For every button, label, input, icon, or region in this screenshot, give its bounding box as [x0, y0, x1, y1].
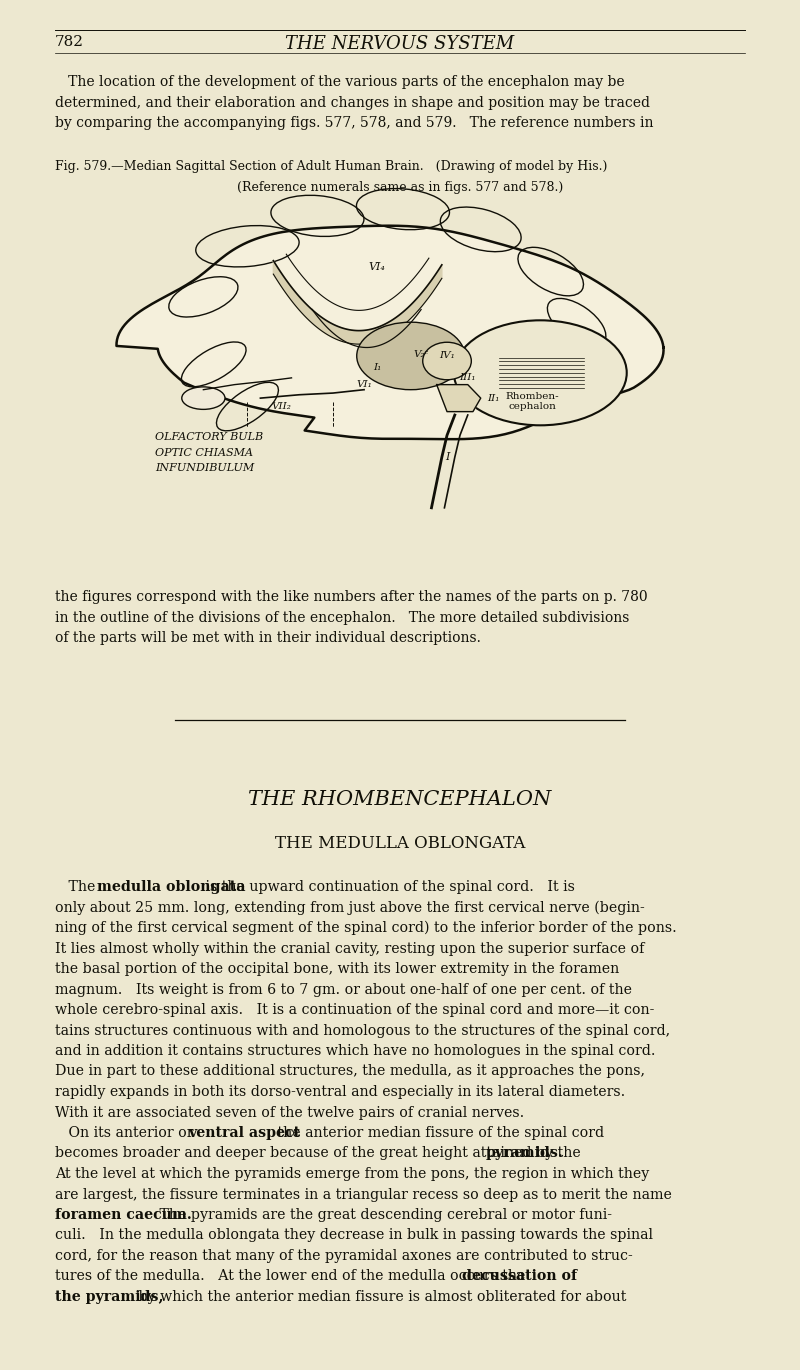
Text: pyramids.: pyramids. [486, 1147, 564, 1160]
Text: the basal portion of the occipital bone, with its lower extremity in the foramen: the basal portion of the occipital bone,… [55, 962, 619, 975]
Text: culi.   In the medulla oblongata they decrease in bulk in passing towards the sp: culi. In the medulla oblongata they decr… [55, 1229, 653, 1243]
Text: OLFACTORY BULB: OLFACTORY BULB [155, 432, 263, 443]
Text: At the level at which the pyramids emerge from the pons, the region in which the: At the level at which the pyramids emerg… [55, 1167, 650, 1181]
Text: ventral aspect: ventral aspect [189, 1126, 301, 1140]
Ellipse shape [357, 322, 465, 389]
Text: and in addition it contains structures which have no homologues in the spinal co: and in addition it contains structures w… [55, 1044, 655, 1058]
Text: 782: 782 [55, 36, 84, 49]
Text: INFUNDIBULUM: INFUNDIBULUM [155, 463, 254, 473]
Text: (Reference numerals same as in figs. 577 and 578.): (Reference numerals same as in figs. 577… [237, 181, 563, 193]
Text: of the parts will be met with in their individual descriptions.: of the parts will be met with in their i… [55, 632, 481, 645]
Text: With it are associated seven of the twelve pairs of cranial nerves.: With it are associated seven of the twel… [55, 1106, 524, 1119]
Text: in the outline of the divisions of the encephalon.   The more detailed subdivisi: in the outline of the divisions of the e… [55, 611, 630, 625]
Text: rapidly expands in both its dorso-ventral and especially in its lateral diameter: rapidly expands in both its dorso-ventra… [55, 1085, 626, 1099]
Text: I₁: I₁ [373, 363, 381, 373]
Polygon shape [117, 226, 663, 440]
Text: becomes broader and deeper because of the great height attained by the: becomes broader and deeper because of th… [55, 1147, 586, 1160]
Ellipse shape [422, 342, 471, 379]
Text: Rhomben-
cephalon: Rhomben- cephalon [506, 392, 559, 411]
Text: The: The [55, 880, 100, 895]
Text: decussation of: decussation of [462, 1270, 577, 1284]
Text: Fig. 579.—Median Sagittal Section of Adult Human Brain.   (Drawing of model by H: Fig. 579.—Median Sagittal Section of Adu… [55, 160, 607, 173]
Text: are largest, the fissure terminates in a triangular recess so deep as to merit t: are largest, the fissure terminates in a… [55, 1188, 672, 1201]
Text: VII₂: VII₂ [271, 401, 291, 411]
Text: tures of the medulla.   At the lower end of the medulla occurs the: tures of the medulla. At the lower end o… [55, 1270, 530, 1284]
Text: II₁: II₁ [487, 393, 500, 403]
Text: IV₁: IV₁ [439, 352, 455, 360]
Text: magnum.   Its weight is from 6 to 7 gm. or about one-half of one per cent. of th: magnum. Its weight is from 6 to 7 gm. or… [55, 982, 632, 996]
Text: THE MEDULLA OBLONGATA: THE MEDULLA OBLONGATA [275, 834, 525, 852]
Text: III₁: III₁ [459, 374, 476, 382]
Text: by comparing the accompanying figs. 577, 578, and 579.   The reference numbers i: by comparing the accompanying figs. 577,… [55, 116, 654, 130]
Text: OPTIC CHIASMA: OPTIC CHIASMA [155, 448, 253, 458]
Text: VI₄: VI₄ [369, 262, 386, 271]
Text: ning of the first cervical segment of the spinal cord) to the inferior border of: ning of the first cervical segment of th… [55, 921, 677, 936]
Text: the pyramids,: the pyramids, [55, 1291, 163, 1304]
Polygon shape [437, 385, 481, 411]
Text: the anterior median fissure of the spinal cord: the anterior median fissure of the spina… [274, 1126, 605, 1140]
Text: I: I [445, 452, 450, 462]
Text: V₂ᶜ: V₂ᶜ [414, 349, 429, 359]
Text: the figures correspond with the like numbers after the names of the parts on p. : the figures correspond with the like num… [55, 590, 648, 604]
Ellipse shape [182, 386, 225, 410]
Text: VI₁: VI₁ [356, 379, 372, 389]
Polygon shape [274, 260, 442, 344]
Text: foramen caecum.: foramen caecum. [55, 1208, 192, 1222]
Text: medulla oblongata: medulla oblongata [98, 880, 246, 895]
Text: determined, and their elaboration and changes in shape and position may be trace: determined, and their elaboration and ch… [55, 96, 650, 110]
Ellipse shape [454, 321, 626, 425]
Text: tains structures continuous with and homologous to the structures of the spinal : tains structures continuous with and hom… [55, 1023, 670, 1037]
Text: The pyramids are the great descending cerebral or motor funi-: The pyramids are the great descending ce… [146, 1208, 612, 1222]
Text: only about 25 mm. long, extending from just above the first cervical nerve (begi: only about 25 mm. long, extending from j… [55, 900, 645, 915]
Text: whole cerebro-spinal axis.   It is a continuation of the spinal cord and more—it: whole cerebro-spinal axis. It is a conti… [55, 1003, 654, 1017]
Text: is the upward continuation of the spinal cord.   It is: is the upward continuation of the spinal… [201, 880, 574, 895]
Text: cord, for the reason that many of the pyramidal axones are contributed to struc-: cord, for the reason that many of the py… [55, 1249, 633, 1263]
Text: THE RHOMBENCEPHALON: THE RHOMBENCEPHALON [248, 790, 552, 810]
Text: THE NERVOUS SYSTEM: THE NERVOUS SYSTEM [286, 36, 514, 53]
Text: On its anterior or: On its anterior or [55, 1126, 198, 1140]
Text: The location of the development of the various parts of the encephalon may be: The location of the development of the v… [55, 75, 625, 89]
Text: It lies almost wholly within the cranial cavity, resting upon the superior surfa: It lies almost wholly within the cranial… [55, 941, 644, 955]
Text: Due in part to these additional structures, the medulla, as it approaches the po: Due in part to these additional structur… [55, 1064, 645, 1078]
Text: by which the anterior median fissure is almost obliterated for about: by which the anterior median fissure is … [134, 1291, 626, 1304]
